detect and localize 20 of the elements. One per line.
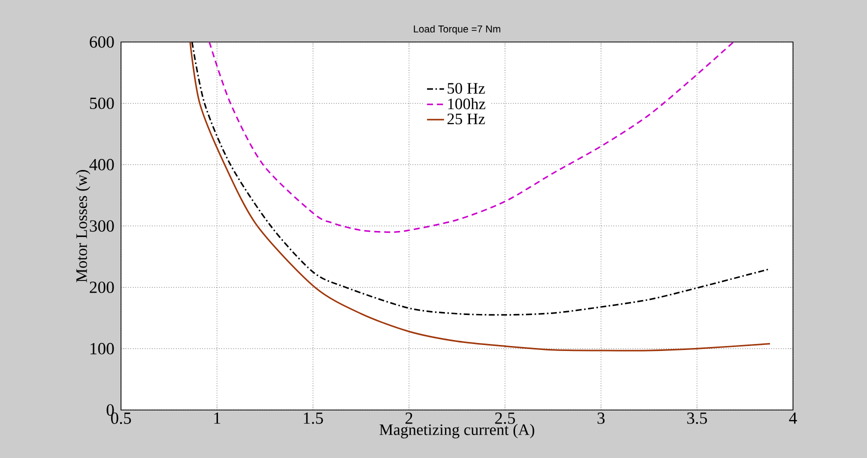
x-axis-title: Magnetizing current (A) bbox=[380, 424, 534, 438]
y-tick-label: 500 bbox=[90, 98, 114, 110]
legend-label: 25 Hz bbox=[447, 114, 485, 124]
y-axis-title: Motor Losses (w) bbox=[76, 170, 90, 282]
x-tick-label: 3.5 bbox=[687, 412, 707, 424]
x-tick-label: 1 bbox=[214, 412, 220, 424]
x-tick-label: 2.5 bbox=[495, 412, 515, 424]
x-tick-label: 4 bbox=[789, 412, 797, 424]
legend-label: 50 Hz bbox=[448, 82, 485, 94]
x-tick-label: 2 bbox=[406, 412, 412, 424]
x-tick-label: 1.5 bbox=[304, 412, 323, 424]
y-tick-label: 300 bbox=[90, 220, 114, 232]
y-tick-label: 600 bbox=[90, 36, 114, 48]
y-tick-label: 100 bbox=[90, 342, 114, 354]
chart-title: Load Torque =7 Nm bbox=[414, 25, 500, 34]
x-tick-label: 3 bbox=[598, 412, 605, 424]
y-tick-label: 400 bbox=[89, 158, 114, 170]
legend-label: 100hz bbox=[448, 98, 486, 110]
line-series bbox=[208, 42, 734, 233]
y-tick-label: 200 bbox=[90, 282, 114, 294]
